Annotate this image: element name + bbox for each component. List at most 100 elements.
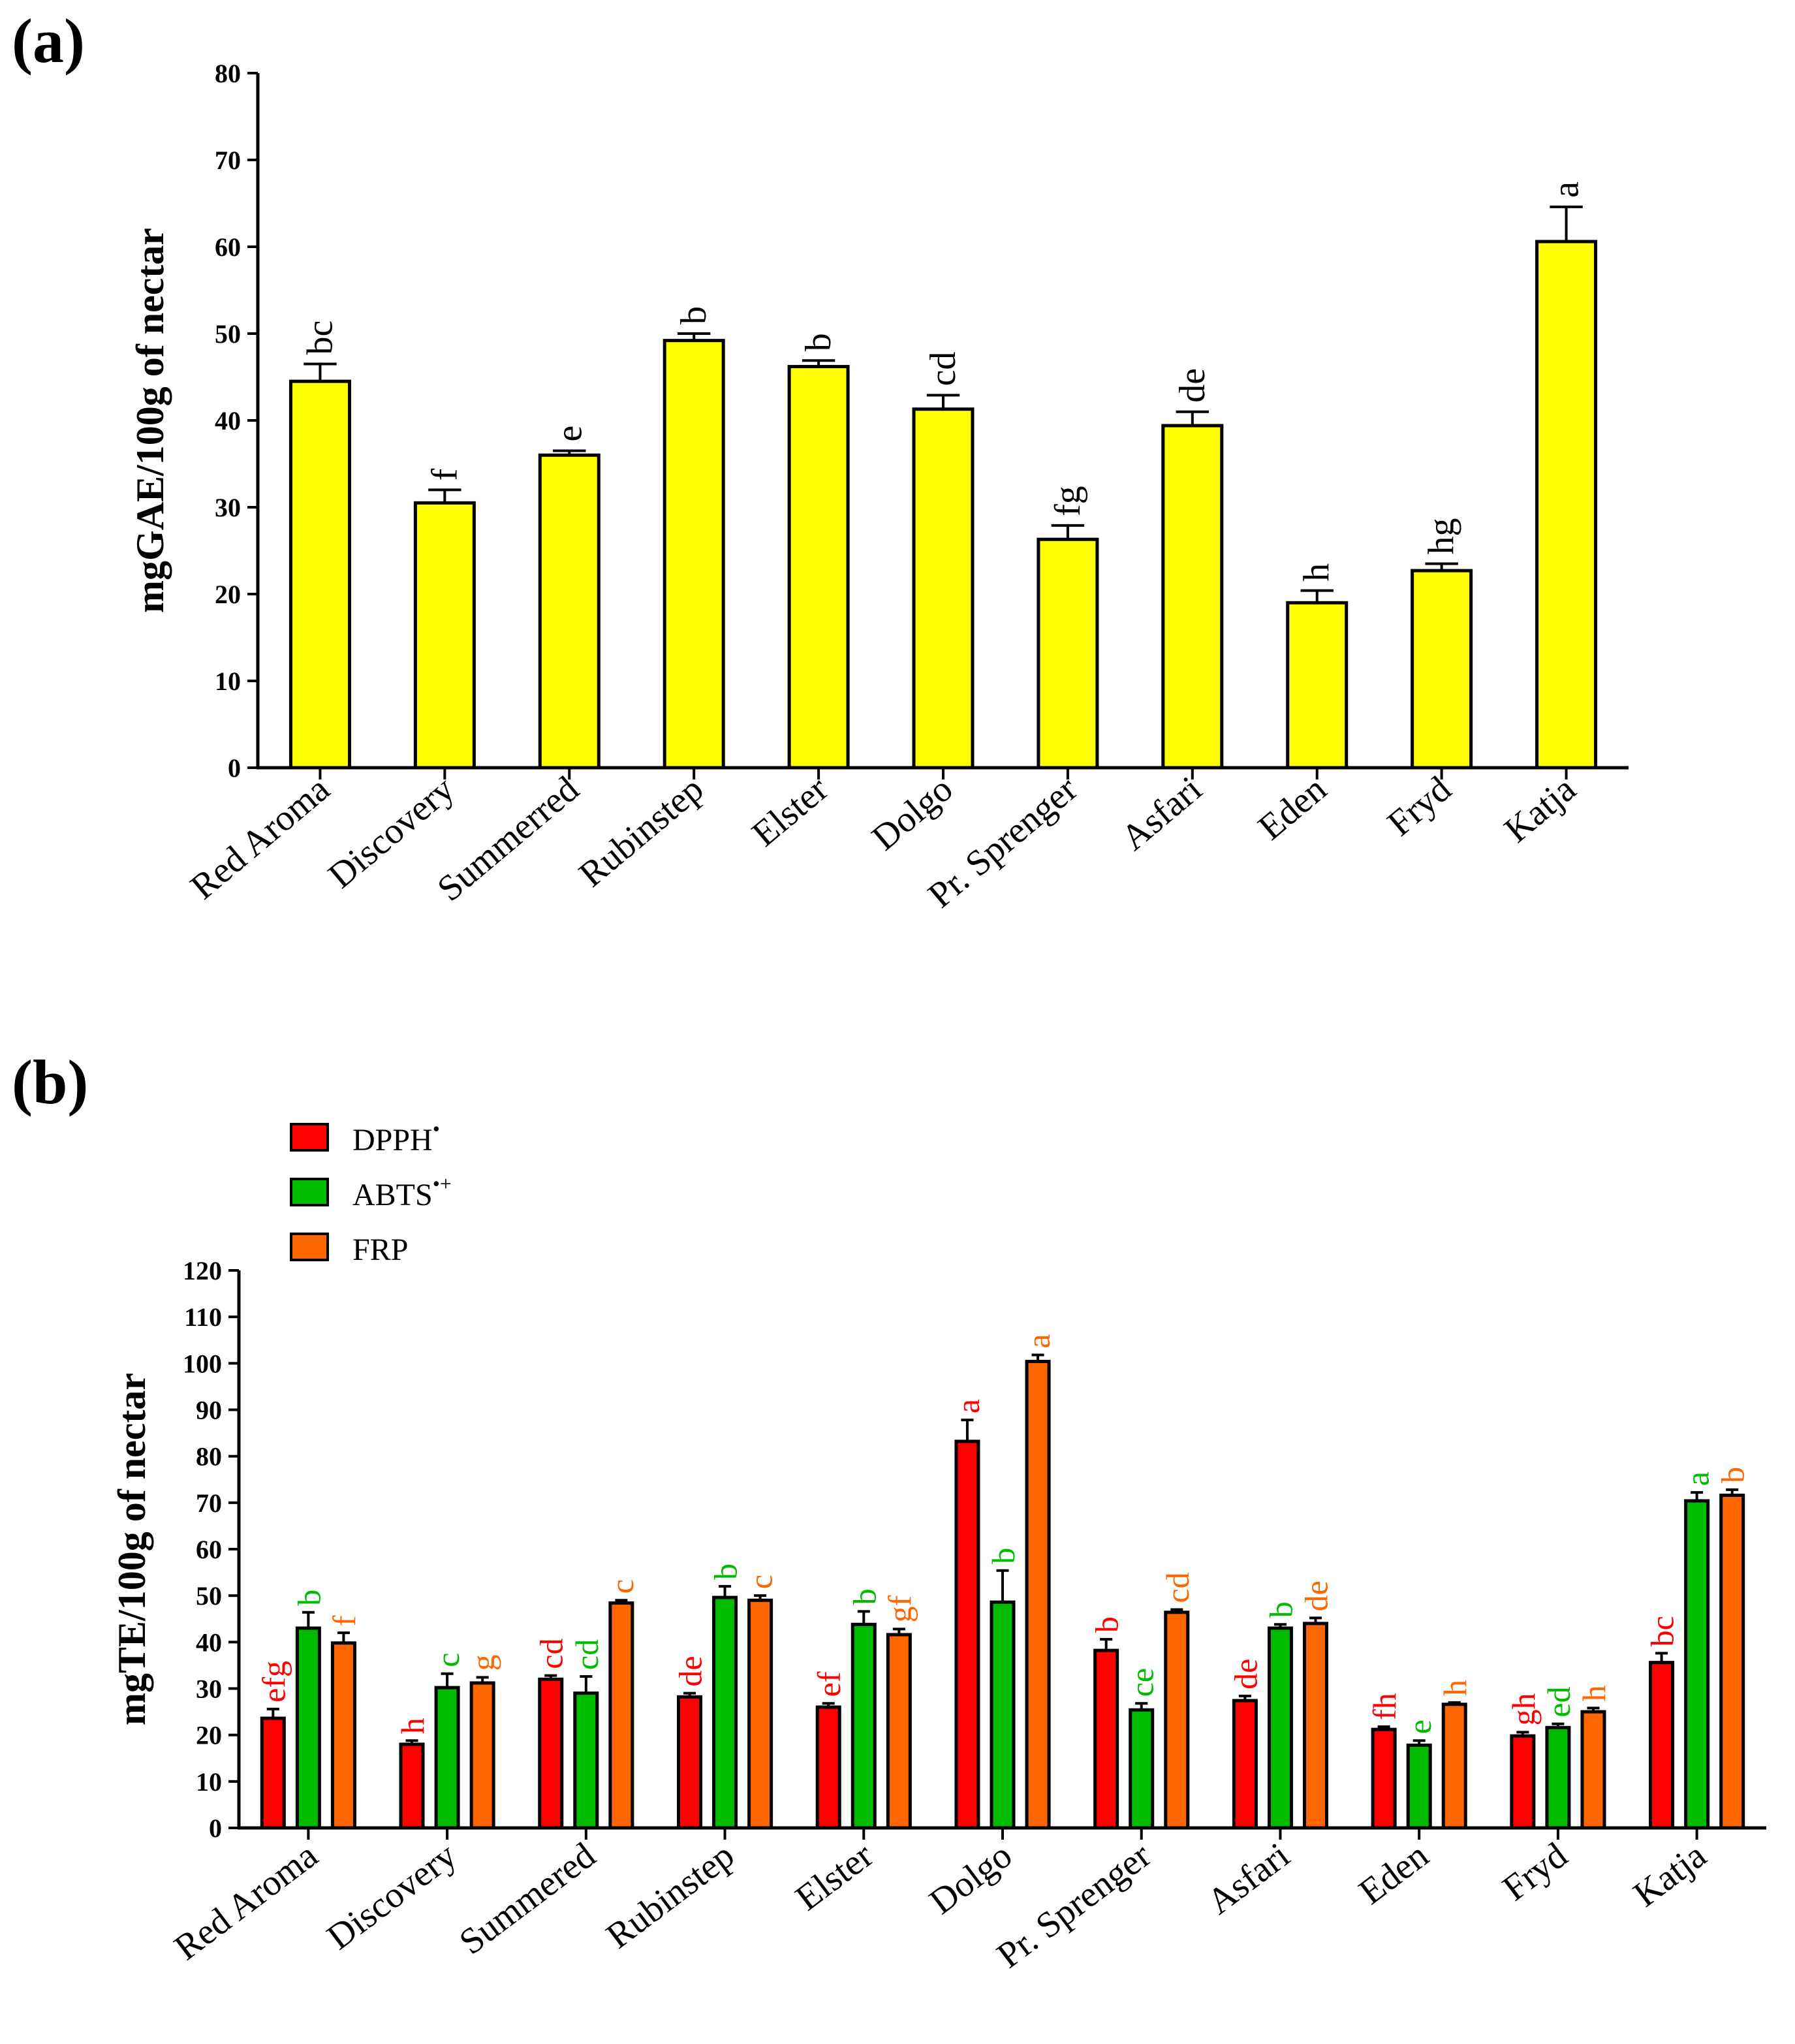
bar	[1286, 601, 1349, 770]
significance-label: c	[604, 1579, 640, 1594]
legend-label-text: DPPH	[352, 1123, 433, 1157]
significance-label: g	[465, 1654, 501, 1671]
significance-label: e	[549, 426, 589, 442]
significance-label: f	[424, 468, 465, 480]
significance-label: cd	[569, 1639, 605, 1670]
bar	[747, 1598, 773, 1830]
significance-label: b	[1089, 1616, 1125, 1633]
y-tick-label: 90	[196, 1396, 222, 1425]
bar	[851, 1622, 877, 1830]
x-tick-label: Asfari	[1200, 1835, 1297, 1923]
bar	[1684, 1499, 1710, 1830]
x-tick-label: Eden	[1251, 768, 1334, 847]
significance-label: hg	[1422, 518, 1462, 554]
significance-label: bc	[1644, 1616, 1681, 1646]
significance-label: e	[1401, 1720, 1438, 1734]
bar	[1025, 1359, 1051, 1830]
bar	[663, 339, 725, 770]
significance-label: efg	[255, 1661, 292, 1703]
significance-label: gf	[881, 1595, 918, 1622]
y-tick-label: 30	[215, 493, 241, 522]
bar	[787, 365, 850, 770]
bar	[1510, 1734, 1536, 1830]
legend-label: ABTS•+	[352, 1172, 452, 1212]
y-tick-label: 80	[215, 59, 241, 88]
x-tick-label: Fryd	[1380, 768, 1459, 843]
significance-label: b	[1715, 1467, 1751, 1483]
bar	[260, 1716, 286, 1830]
y-tick-label: 20	[215, 580, 241, 609]
legend-label-text: FRP	[352, 1233, 408, 1267]
significance-label: ed	[1540, 1686, 1577, 1717]
significance-label: de	[1227, 1659, 1264, 1690]
significance-label: b	[798, 333, 839, 351]
bar	[1545, 1725, 1571, 1830]
bar	[1371, 1727, 1397, 1830]
significance-label: ef	[811, 1671, 847, 1697]
y-tick-label: 10	[215, 667, 241, 696]
x-tick-label: Elster	[788, 1835, 881, 1919]
y-tick-label: 20	[196, 1721, 222, 1750]
legend-swatch	[290, 1233, 329, 1261]
y-tick-label: 10	[196, 1767, 222, 1797]
significance-label: h	[1437, 1680, 1473, 1696]
x-tick-label: Elster	[745, 768, 836, 855]
bar	[886, 1633, 912, 1830]
panel-a-chart: (a) 0 10 20 30 40 50 60 70 80 mgGAE/100g of necta…	[12, 6, 1629, 916]
x-tick-label: Red Aroma	[167, 1835, 325, 1968]
significance-label: a	[950, 1399, 986, 1413]
significance-label: fh	[1366, 1693, 1403, 1720]
x-tick-label: Rubinstep	[572, 768, 711, 894]
y-tick-label: 50	[215, 319, 241, 349]
significance-label: h	[1576, 1685, 1612, 1701]
y-tick-label: 110	[184, 1302, 222, 1332]
significance-label: cd	[1159, 1572, 1196, 1603]
significance-label: h	[1297, 563, 1337, 582]
panel-a-label: (a)	[12, 6, 85, 76]
x-tick-label: Summered	[452, 1835, 603, 1963]
bar	[295, 1626, 321, 1830]
bar	[1267, 1626, 1293, 1830]
bar	[1037, 537, 1099, 770]
significance-label: cd	[533, 1638, 570, 1669]
bar	[1411, 569, 1473, 770]
bar	[1580, 1710, 1606, 1830]
significance-label: a	[1546, 181, 1587, 198]
x-tick-label: Fryd	[1495, 1835, 1575, 1909]
legend-label-superscript: •	[433, 1117, 440, 1140]
bar	[289, 379, 351, 770]
y-tick-label: 30	[196, 1675, 222, 1704]
significance-label: gh	[1505, 1693, 1542, 1725]
significance-label: h	[394, 1718, 431, 1734]
bar	[1164, 1611, 1190, 1830]
x-tick-label: Pr. Sprenger	[990, 1835, 1159, 1976]
panel-b-label: (b)	[12, 1047, 88, 1117]
bar	[330, 1641, 356, 1830]
bar	[538, 453, 601, 770]
significance-label: c	[429, 1653, 466, 1667]
significance-label: de	[672, 1656, 708, 1686]
y-tick-label: 50	[196, 1581, 222, 1611]
y-axis-title: mgTE/100g of nectar	[110, 1373, 153, 1725]
x-tick-label: Red Aroma	[183, 768, 337, 907]
bar	[1129, 1708, 1155, 1830]
bar	[815, 1705, 841, 1830]
bar	[954, 1439, 980, 1830]
bar	[413, 501, 476, 770]
bar	[1406, 1743, 1432, 1830]
x-tick-label: Discovery	[320, 1835, 464, 1958]
significance-label: b	[290, 1590, 327, 1606]
panel-b-chart: (b) DPPH• ABTS•+ FRP 0 10 20 30 40 50 60 70 80 90 10…	[12, 1047, 1766, 1976]
x-tick-label: Katja	[1497, 768, 1584, 851]
y-tick-label: 70	[215, 146, 241, 175]
significance-label: c	[743, 1575, 779, 1589]
significance-label: b	[846, 1588, 882, 1605]
bar	[1719, 1493, 1745, 1830]
bar	[1535, 240, 1598, 770]
y-axis-title: mgGAE/100g of nectar	[129, 228, 172, 613]
bar	[1232, 1699, 1258, 1830]
significance-label: b	[1262, 1601, 1299, 1618]
significance-label: bc	[300, 321, 340, 355]
bar	[469, 1681, 495, 1830]
